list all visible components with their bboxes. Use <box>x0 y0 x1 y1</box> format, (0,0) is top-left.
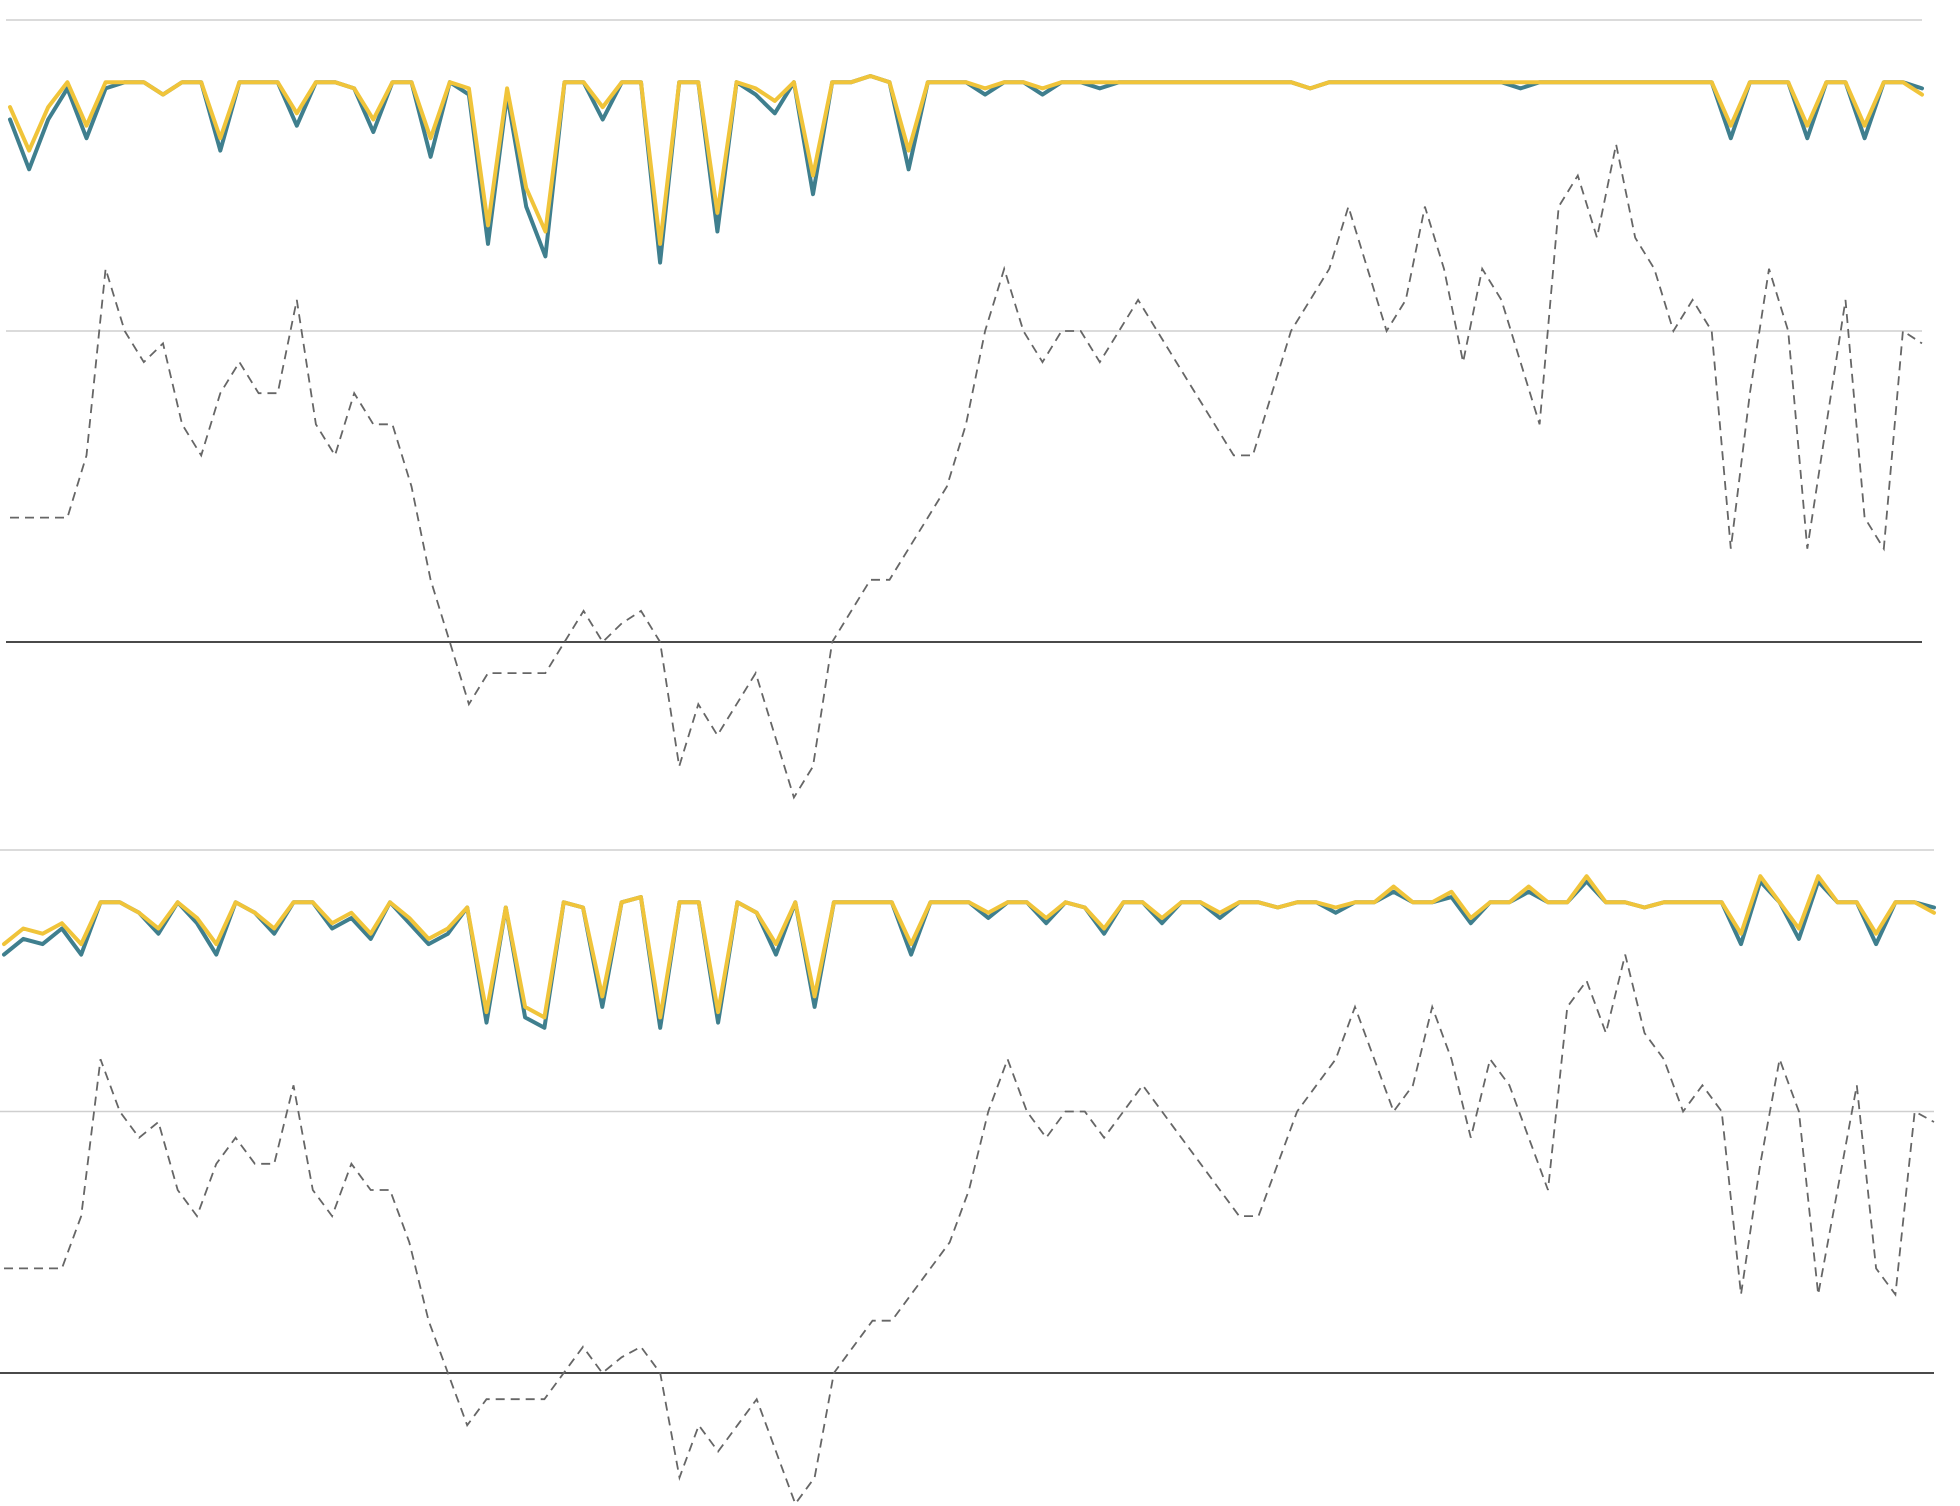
series-line-3 <box>4 954 1935 1506</box>
chart-panel-2 <box>0 849 1936 1506</box>
series-line-2 <box>2 874 1936 1020</box>
series-line-2 <box>8 74 1924 246</box>
chart-panel-1 <box>6 19 1924 800</box>
series-line-3 <box>10 144 1923 800</box>
